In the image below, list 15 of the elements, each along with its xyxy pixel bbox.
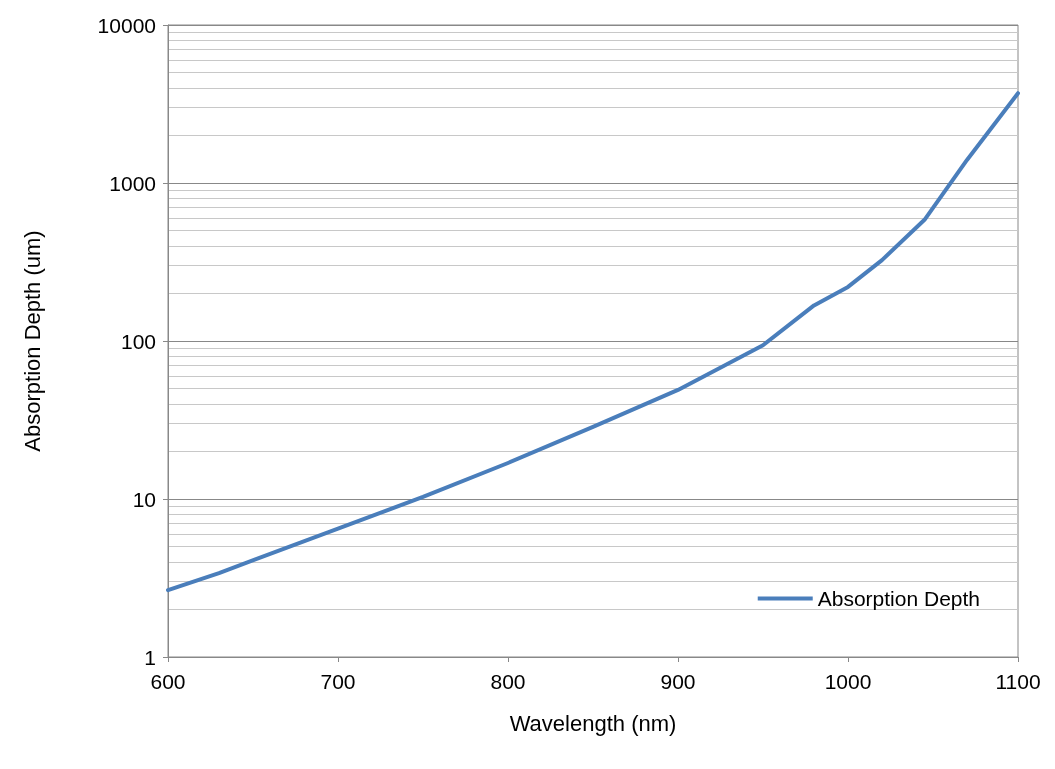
x-tick-label: 900 xyxy=(660,670,696,693)
x-tick-label: 700 xyxy=(320,670,356,693)
y-axis-title: Absorption Depth (um) xyxy=(19,230,45,452)
y-tick-label: 10000 xyxy=(97,13,156,37)
x-tick-label: 1100 xyxy=(995,670,1041,693)
x-tick-label: 600 xyxy=(150,670,186,693)
y-tick-label: 1000 xyxy=(109,171,156,195)
x-tick-label: 800 xyxy=(490,670,526,693)
y-tick-label: 10 xyxy=(132,487,156,511)
y-tick-label: 100 xyxy=(120,329,156,353)
x-axis-title: Wavelength (nm) xyxy=(509,710,677,736)
y-tick-label: 1 xyxy=(144,645,156,669)
legend-label: Absorption Depth xyxy=(817,587,981,610)
line-series xyxy=(166,91,1020,593)
x-tick-label: 1000 xyxy=(824,670,872,693)
